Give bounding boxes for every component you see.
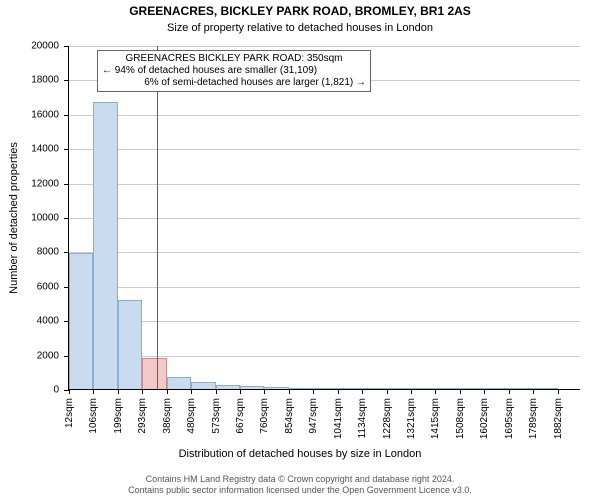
xtick-mark — [362, 389, 363, 394]
footer-attribution: Contains HM Land Registry data © Crown c… — [0, 474, 600, 496]
xtick-mark — [338, 389, 339, 394]
histogram-bar — [142, 358, 166, 389]
histogram-bar — [264, 387, 288, 389]
ytick-label: 0 — [53, 385, 59, 396]
xtick-mark — [411, 389, 412, 394]
gridline-h — [69, 356, 580, 357]
xtick-mark — [533, 389, 534, 394]
chart-subtitle: Size of property relative to detached ho… — [0, 22, 600, 34]
histogram-bar — [289, 388, 313, 389]
ytick-mark — [64, 115, 69, 116]
histogram-bar — [69, 253, 93, 389]
footer-line1: Contains HM Land Registry data © Crown c… — [0, 474, 600, 485]
histogram-bar — [338, 388, 362, 389]
histogram-bar — [533, 388, 557, 389]
histogram-bar — [118, 300, 142, 389]
ytick-label: 8000 — [37, 247, 59, 258]
xtick-mark — [289, 389, 290, 394]
histogram-bar — [435, 388, 459, 389]
xtick-mark — [167, 389, 168, 394]
xtick-mark — [558, 389, 559, 394]
ytick-label: 2000 — [37, 350, 59, 361]
xtick-mark — [216, 389, 217, 394]
xtick-mark — [118, 389, 119, 394]
ytick-label: 4000 — [37, 316, 59, 327]
gridline-h — [69, 287, 580, 288]
histogram-bar — [191, 382, 215, 389]
annot-line: ← 94% of detached houses are smaller (31… — [102, 65, 366, 77]
gridline-h — [69, 46, 580, 47]
chart-container: GREENACRES, BICKLEY PARK ROAD, BROMLEY, … — [0, 0, 600, 500]
xtick-mark — [435, 389, 436, 394]
ytick-mark — [64, 46, 69, 47]
gridline-h — [69, 149, 580, 150]
ytick-mark — [64, 149, 69, 150]
ytick-mark — [64, 80, 69, 81]
ytick-label: 20000 — [31, 41, 59, 52]
reference-line — [157, 46, 158, 389]
annot-line: 6% of semi-detached houses are larger (1… — [102, 77, 366, 89]
annot-line: GREENACRES BICKLEY PARK ROAD: 350sqm — [102, 53, 366, 65]
xtick-mark — [313, 389, 314, 394]
xtick-mark — [142, 389, 143, 394]
xtick-mark — [484, 389, 485, 394]
histogram-bar — [313, 388, 337, 389]
ytick-mark — [64, 218, 69, 219]
y-axis-label: Number of detached properties — [8, 142, 20, 294]
gridline-h — [69, 321, 580, 322]
ytick-label: 6000 — [37, 281, 59, 292]
plot-area: 0200040006000800010000120001400016000180… — [68, 46, 580, 390]
histogram-bar — [411, 388, 435, 389]
gridline-h — [69, 218, 580, 219]
histogram-bar — [460, 388, 484, 389]
ytick-label: 18000 — [31, 75, 59, 86]
ytick-label: 10000 — [31, 213, 59, 224]
xtick-mark — [264, 389, 265, 394]
gridline-h — [69, 252, 580, 253]
ytick-label: 16000 — [31, 109, 59, 120]
histogram-bar — [387, 388, 411, 389]
gridline-h — [69, 184, 580, 185]
xtick-mark — [69, 389, 70, 394]
xtick-mark — [509, 389, 510, 394]
histogram-bar — [240, 386, 264, 389]
xtick-mark — [93, 389, 94, 394]
histogram-bar — [484, 388, 508, 389]
footer-line2: Contains public sector information licen… — [0, 485, 600, 496]
xtick-mark — [240, 389, 241, 394]
histogram-bar — [216, 385, 240, 389]
x-axis-label: Distribution of detached houses by size … — [0, 448, 600, 460]
chart-title: GREENACRES, BICKLEY PARK ROAD, BROMLEY, … — [0, 4, 600, 18]
histogram-bar — [167, 377, 191, 389]
gridline-h — [69, 115, 580, 116]
xtick-mark — [191, 389, 192, 394]
ytick-label: 12000 — [31, 178, 59, 189]
xtick-mark — [460, 389, 461, 394]
histogram-bar — [362, 388, 386, 389]
xtick-mark — [387, 389, 388, 394]
ytick-label: 14000 — [31, 144, 59, 155]
histogram-bar — [509, 388, 533, 389]
histogram-bar — [93, 102, 117, 389]
annotation-box: GREENACRES BICKLEY PARK ROAD: 350sqm← 94… — [97, 50, 371, 92]
ytick-mark — [64, 184, 69, 185]
